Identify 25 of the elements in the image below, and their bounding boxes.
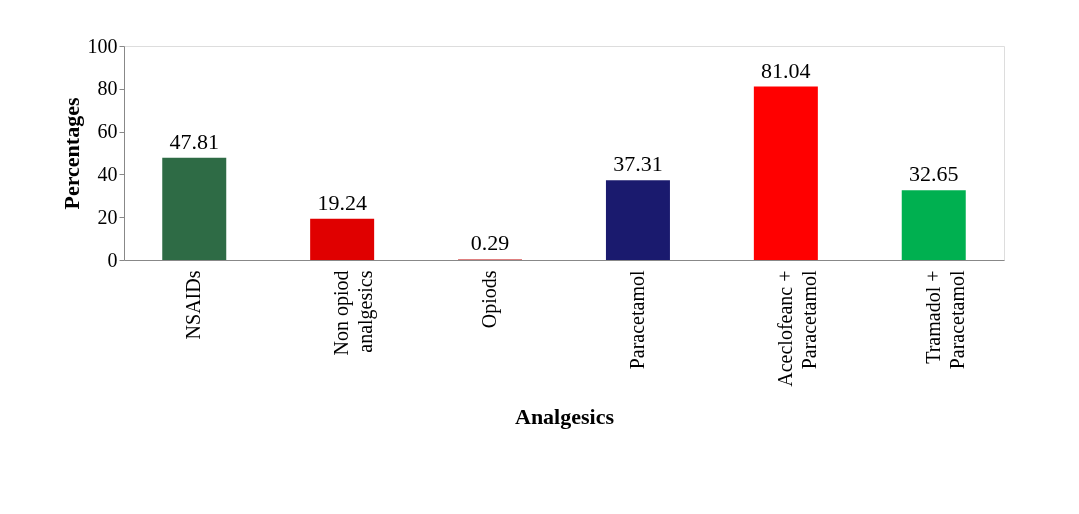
y-axis-title: Percentages <box>58 97 84 210</box>
bar <box>753 86 818 260</box>
x-axis-title: Analgesics <box>515 403 615 429</box>
x-tick-label: Aceclofeanc + Paracetamol <box>773 270 820 387</box>
bar <box>310 218 375 260</box>
bar <box>605 180 670 260</box>
data-label: 0.29 <box>470 230 510 256</box>
data-label: 37.31 <box>613 151 663 177</box>
y-tick-label: 40 <box>97 162 118 185</box>
x-tick-label: Opiods <box>478 270 502 329</box>
data-label: 32.65 <box>909 161 959 187</box>
x-tick-label: NSAIDs <box>182 270 205 340</box>
y-tick-label: 60 <box>97 120 118 143</box>
x-tick-label: Paracetamol <box>625 270 648 370</box>
y-tick-label: 20 <box>97 205 118 228</box>
x-tick-label: Tramadol + Paracetamol <box>921 270 968 370</box>
y-tick-label: 0 <box>107 248 118 271</box>
x-tick-label: Non opiod analgesics <box>330 270 378 356</box>
bar <box>162 157 227 260</box>
y-tick-label: 80 <box>97 77 118 100</box>
data-label: 81.04 <box>761 57 811 83</box>
bar <box>901 190 966 260</box>
y-tick-label: 100 <box>87 34 118 57</box>
data-label: 19.24 <box>317 189 367 215</box>
data-label: 47.81 <box>169 128 219 154</box>
